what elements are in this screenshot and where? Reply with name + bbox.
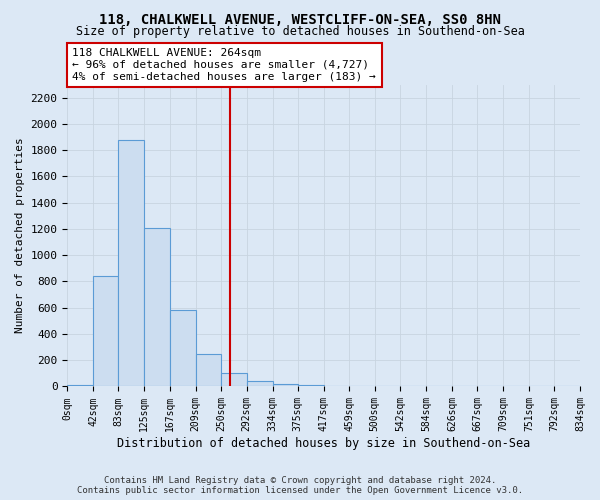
Y-axis label: Number of detached properties: Number of detached properties [15, 138, 25, 334]
Bar [144, 228, 170, 386]
Text: Contains HM Land Registry data © Crown copyright and database right 2024.
Contai: Contains HM Land Registry data © Crown c… [77, 476, 523, 495]
X-axis label: Distribution of detached houses by size in Southend-on-Sea: Distribution of detached houses by size … [117, 437, 530, 450]
Text: 118, CHALKWELL AVENUE, WESTCLIFF-ON-SEA, SS0 8HN: 118, CHALKWELL AVENUE, WESTCLIFF-ON-SEA,… [99, 12, 501, 26]
Text: 118 CHALKWELL AVENUE: 264sqm
← 96% of detached houses are smaller (4,727)
4% of : 118 CHALKWELL AVENUE: 264sqm ← 96% of de… [73, 48, 376, 82]
Bar [247, 381, 272, 386]
Bar [118, 140, 144, 386]
Bar [93, 276, 118, 386]
Bar [272, 384, 298, 386]
Bar [221, 374, 247, 386]
Text: Size of property relative to detached houses in Southend-on-Sea: Size of property relative to detached ho… [76, 25, 524, 38]
Bar [196, 354, 221, 386]
Bar [67, 384, 93, 386]
Bar [170, 310, 196, 386]
